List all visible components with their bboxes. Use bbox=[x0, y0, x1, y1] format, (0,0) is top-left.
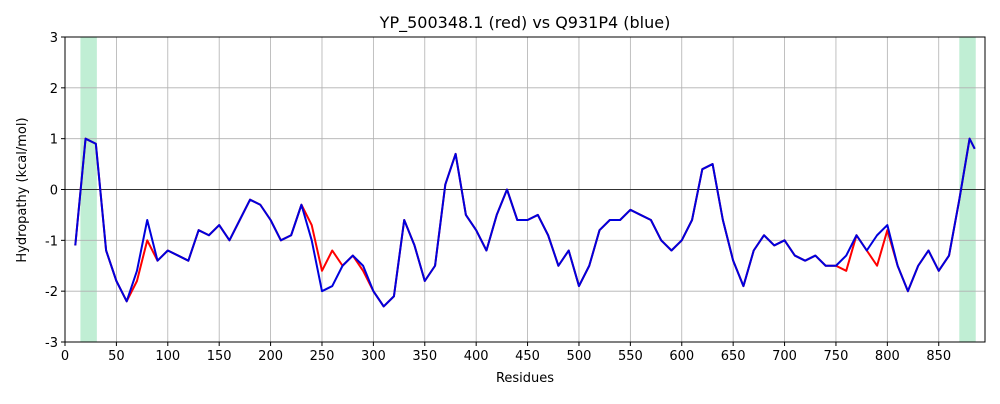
y-axis-label: Hydropathy (kcal/mol) bbox=[15, 117, 30, 262]
x-axis-label: Residues bbox=[496, 371, 554, 386]
series-line bbox=[74, 137, 976, 308]
x-tick-label: 50 bbox=[108, 349, 125, 364]
x-tick-label: 650 bbox=[721, 349, 746, 364]
y-tick-label: 3 bbox=[50, 31, 58, 46]
plot-frame bbox=[64, 36, 986, 343]
x-tick-label: 0 bbox=[61, 349, 69, 364]
x-tick-label: 800 bbox=[875, 349, 900, 364]
x-tick-label: 200 bbox=[258, 349, 283, 364]
y-tick-label: 0 bbox=[50, 184, 58, 199]
y-tick-label: -2 bbox=[45, 285, 58, 300]
y-tick-label: 1 bbox=[50, 133, 58, 148]
x-tick-label: 600 bbox=[669, 349, 694, 364]
x-tick-label: 850 bbox=[926, 349, 951, 364]
series-line bbox=[74, 137, 976, 308]
x-tick-label: 100 bbox=[155, 349, 180, 364]
x-tick-label: 450 bbox=[515, 349, 540, 364]
y-tick-label: -1 bbox=[45, 234, 58, 249]
x-tick-label: 750 bbox=[824, 349, 849, 364]
y-tick-label: -3 bbox=[45, 336, 58, 351]
x-tick-label: 350 bbox=[412, 349, 437, 364]
y-tick-label: 2 bbox=[50, 82, 58, 97]
x-tick-label: 500 bbox=[567, 349, 592, 364]
x-tick-label: 550 bbox=[618, 349, 643, 364]
chart-title: YP_500348.1 (red) vs Q931P4 (blue) bbox=[379, 13, 671, 33]
x-tick-label: 300 bbox=[361, 349, 386, 364]
x-tick-label: 400 bbox=[464, 349, 489, 364]
x-tick-label: 700 bbox=[772, 349, 797, 364]
x-tick-label: 250 bbox=[310, 349, 335, 364]
x-tick-label: 150 bbox=[207, 349, 232, 364]
